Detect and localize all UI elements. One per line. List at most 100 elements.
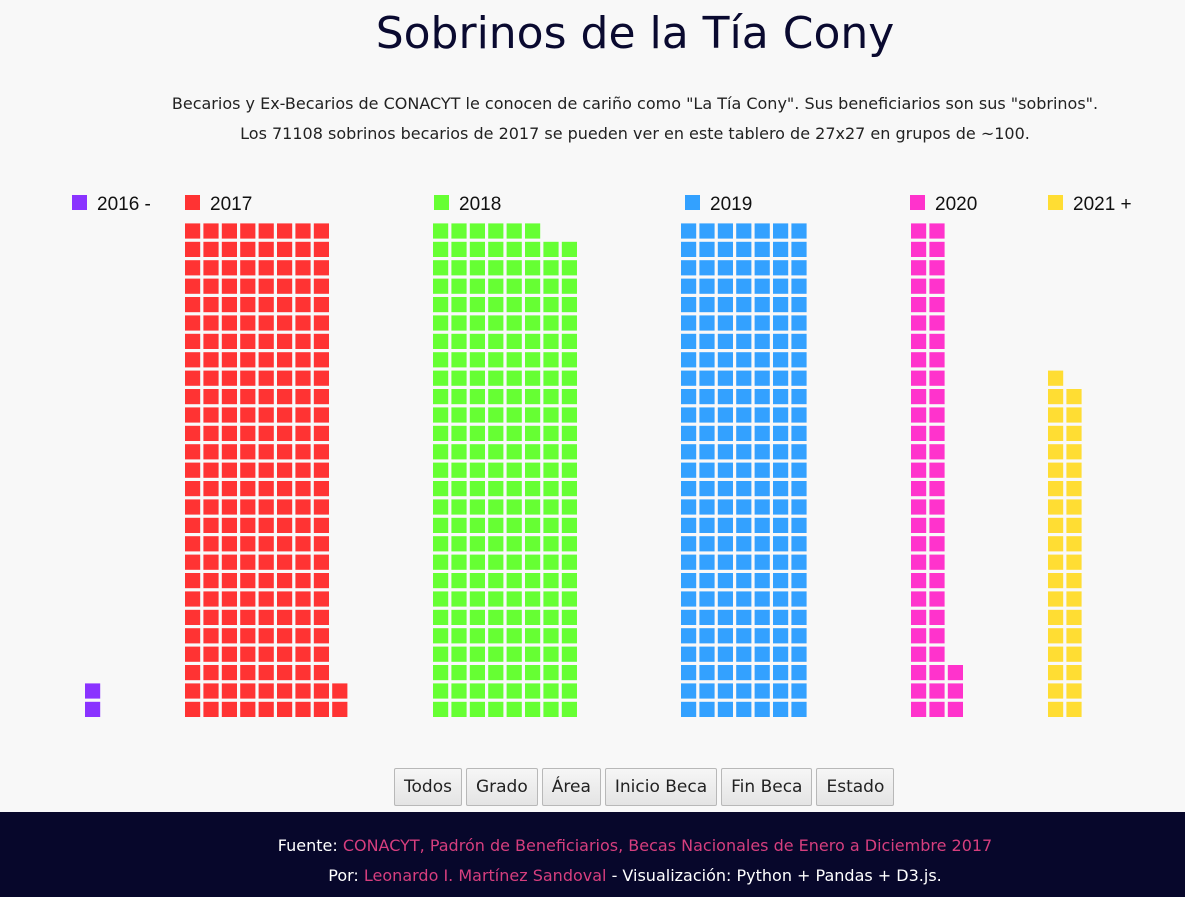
- waffle-square-5: [1066, 573, 1082, 589]
- fin-beca-button[interactable]: Fin Beca: [721, 768, 813, 806]
- waffle-square-5: [1066, 425, 1082, 441]
- grado-button[interactable]: Grado: [465, 768, 538, 806]
- waffle-square-3: [791, 315, 807, 331]
- waffle-square-3: [773, 517, 789, 533]
- waffle-square-3: [754, 278, 770, 294]
- todos-button[interactable]: Todos: [394, 768, 462, 806]
- waffle-square-1: [185, 609, 201, 625]
- waffle-square-3: [699, 241, 715, 257]
- waffle-square-3: [754, 481, 770, 497]
- waffle-square-1: [258, 425, 274, 441]
- waffle-square-3: [736, 425, 752, 441]
- waffle-square-1: [295, 278, 311, 294]
- waffle-square-5: [1048, 665, 1064, 681]
- waffle-square-1: [295, 444, 311, 460]
- waffle-square-3: [791, 370, 807, 386]
- waffle-square-3: [717, 628, 733, 644]
- waffle-square-3: [754, 499, 770, 515]
- waffle-square-2: [506, 444, 522, 460]
- waffle-square-5: [1048, 609, 1064, 625]
- waffle-square-2: [506, 517, 522, 533]
- waffle-square-2: [488, 499, 504, 515]
- legend-swatch-1: [185, 195, 200, 210]
- waffle-square-4: [929, 389, 945, 405]
- waffle-square-1: [240, 499, 256, 515]
- waffle-square-2: [506, 333, 522, 349]
- waffle-square-2: [543, 241, 559, 257]
- waffle-square-3: [773, 646, 789, 662]
- waffle-square-5: [1066, 517, 1082, 533]
- page-title: Sobrinos de la Tía Cony: [375, 8, 895, 59]
- waffle-square-3: [736, 333, 752, 349]
- waffle-square-3: [791, 646, 807, 662]
- waffle-square-2: [488, 646, 504, 662]
- waffle-square-3: [736, 499, 752, 515]
- waffle-square-1: [203, 278, 219, 294]
- waffle-square-5: [1066, 701, 1082, 717]
- legend-label-3: 2019: [710, 194, 752, 215]
- waffle-square-1: [258, 241, 274, 257]
- waffle-square-1: [203, 407, 219, 423]
- waffle-square-3: [717, 499, 733, 515]
- waffle-square-4: [929, 481, 945, 497]
- waffle-square-3: [791, 444, 807, 460]
- waffle-square-1: [313, 315, 329, 331]
- waffle-square-2: [543, 444, 559, 460]
- waffle-square-1: [332, 701, 348, 717]
- waffle-square-3: [736, 370, 752, 386]
- area-button[interactable]: Área: [541, 768, 601, 806]
- waffle-square-3: [681, 444, 697, 460]
- waffle-square-1: [258, 536, 274, 552]
- waffle-square-1: [295, 646, 311, 662]
- waffle-square-2: [525, 260, 541, 276]
- source-link[interactable]: CONACYT, Padrón de Beneficiarios, Becas …: [342, 836, 993, 855]
- waffle-square-4: [911, 481, 927, 497]
- waffle-square-1: [240, 609, 256, 625]
- waffle-square-2: [469, 554, 485, 570]
- waffle-square-3: [791, 389, 807, 405]
- waffle-square-4: [911, 333, 927, 349]
- waffle-square-3: [754, 260, 770, 276]
- waffle-square-2: [433, 701, 449, 717]
- waffle-square-4: [911, 701, 927, 717]
- waffle-square-2: [561, 628, 577, 644]
- waffle-square-2: [469, 609, 485, 625]
- waffle-square-2: [561, 591, 577, 607]
- waffle-square-3: [754, 701, 770, 717]
- waffle-square-1: [240, 425, 256, 441]
- inicio-beca-button[interactable]: Inicio Beca: [604, 768, 718, 806]
- waffle-square-1: [258, 297, 274, 313]
- waffle-square-1: [203, 462, 219, 478]
- waffle-square-1: [277, 481, 293, 497]
- waffle-square-2: [506, 554, 522, 570]
- waffle-square-4: [911, 646, 927, 662]
- waffle-square-1: [258, 315, 274, 331]
- waffle-square-3: [717, 444, 733, 460]
- waffle-square-1: [240, 389, 256, 405]
- waffle-square-3: [681, 278, 697, 294]
- waffle-square-3: [717, 370, 733, 386]
- waffle-square-3: [717, 646, 733, 662]
- waffle-square-2: [506, 462, 522, 478]
- waffle-square-2: [488, 407, 504, 423]
- waffle-square-3: [699, 333, 715, 349]
- waffle-square-1: [221, 536, 237, 552]
- waffle-square-1: [295, 499, 311, 515]
- waffle-square-4: [929, 315, 945, 331]
- waffle-square-1: [240, 462, 256, 478]
- waffle-square-1: [258, 352, 274, 368]
- waffle-square-2: [525, 573, 541, 589]
- author-link[interactable]: Leonardo I. Martínez Sandoval: [363, 866, 607, 885]
- waffle-square-2: [525, 609, 541, 625]
- estado-button[interactable]: Estado: [816, 768, 895, 806]
- waffle-square-2: [543, 333, 559, 349]
- waffle-square-1: [277, 628, 293, 644]
- waffle-square-2: [451, 315, 467, 331]
- waffle-square-1: [240, 223, 256, 239]
- waffle-square-2: [561, 297, 577, 313]
- waffle-square-3: [717, 260, 733, 276]
- waffle-square-3: [773, 352, 789, 368]
- waffle-square-2: [469, 665, 485, 681]
- waffle-square-2: [525, 591, 541, 607]
- waffle-square-3: [681, 701, 697, 717]
